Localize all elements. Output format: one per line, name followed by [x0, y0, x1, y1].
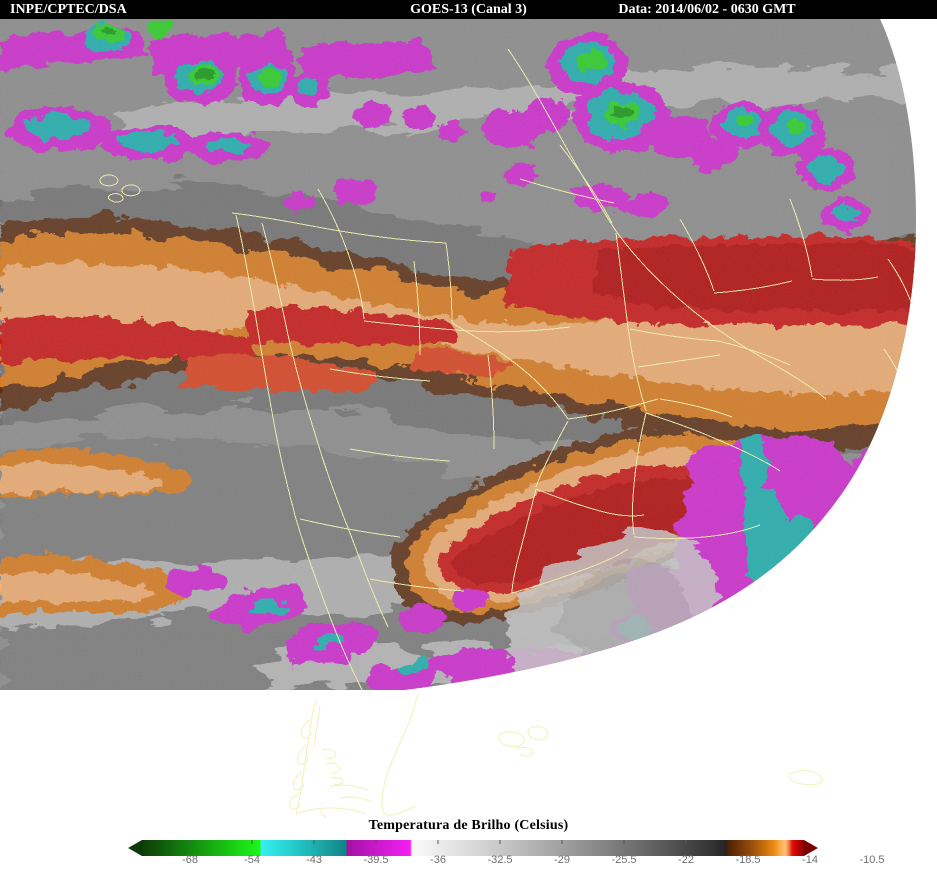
- colorbar-tick-labels: -68 -54 -43 -39.5 -36 -32.5 -29 -25.5 -2…: [0, 854, 937, 870]
- colorbar-tick-3: -39.5: [363, 854, 389, 866]
- colorbar-tick-11: -10.5: [859, 854, 885, 866]
- colorbar-tick-1: -54: [244, 854, 260, 866]
- header-datetime-label: Data: 2014/06/02 - 0630 GMT: [618, 2, 796, 17]
- satellite-raster: [0, 19, 937, 719]
- colorbar-tick-10: -14: [802, 854, 818, 866]
- colorbar-block: Temperatura de Brilho (Celsius): [0, 818, 937, 877]
- colorbar-low-extend-arrow: [128, 840, 142, 856]
- colorbar-tick-0: -68: [182, 854, 198, 866]
- colorbar-gradient: [128, 840, 818, 856]
- colorbar-tick-7: -25.5: [611, 854, 637, 866]
- colorbar-tick-5: -32.5: [487, 854, 513, 866]
- colorbar-title: Temperatura de Brilho (Celsius): [368, 818, 569, 833]
- header-satellite-label: GOES-13 (Canal 3): [410, 2, 527, 17]
- header-bar: INPE/CPTEC/DSA GOES-13 (Canal 3) Data: 2…: [0, 0, 937, 19]
- colorbar-ticks: [189, 840, 687, 844]
- satellite-image-canvas: [0, 19, 937, 719]
- colorbar-tick-6: -29: [554, 854, 570, 866]
- colorbar-high-extend-arrow: [804, 840, 818, 856]
- colorbar-tick-9: -18.5: [735, 854, 761, 866]
- colorbar-tick-8: -22: [678, 854, 694, 866]
- patagonia-coastline-overlay: [288, 693, 823, 821]
- colorbar-tick-4: -36: [430, 854, 446, 866]
- header-source-label: INPE/CPTEC/DSA: [10, 2, 127, 17]
- border-overlay: [99, 48, 916, 706]
- lower-map-pane: [0, 690, 937, 821]
- colorbar-tick-2: -43: [306, 854, 322, 866]
